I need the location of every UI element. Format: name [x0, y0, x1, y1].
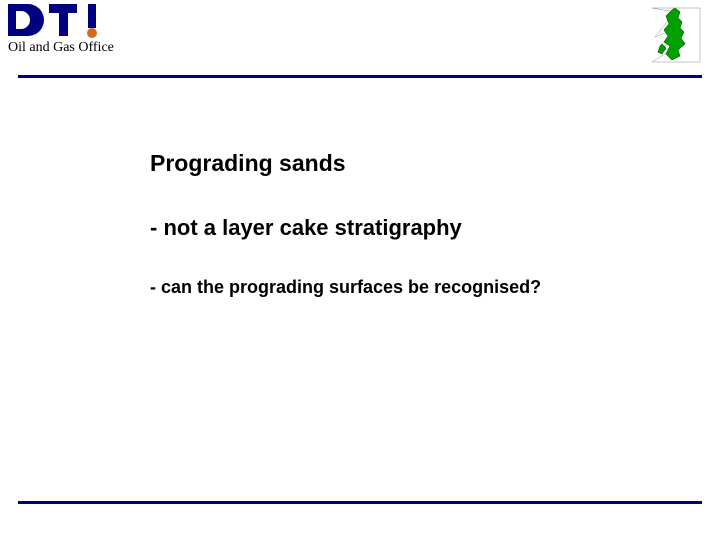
logo-subtitle: Oil and Gas Office: [8, 40, 114, 56]
logo-letter-t: [49, 4, 77, 36]
slide-title: Prograding sands: [150, 150, 680, 177]
logo-area: Oil and Gas Office: [8, 4, 114, 56]
top-horizontal-rule: [18, 75, 702, 78]
bullet-point-1: - not a layer cake stratigraphy: [150, 215, 680, 241]
logo-letter-i: [82, 0, 102, 36]
bullet-point-2: - can the prograding surfaces be recogni…: [150, 277, 680, 298]
uk-map-icon: [650, 2, 702, 64]
logo-letter-d: [8, 4, 44, 36]
bottom-horizontal-rule: [18, 501, 702, 504]
slide-content: Prograding sands - not a layer cake stra…: [150, 150, 680, 298]
dti-logo: [8, 4, 114, 36]
slide-header: Oil and Gas Office: [0, 0, 720, 80]
